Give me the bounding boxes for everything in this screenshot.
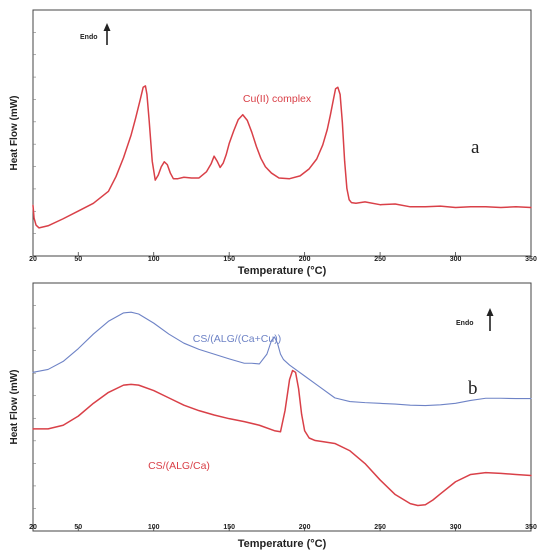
x-tick-label: 200 [299, 256, 311, 263]
x-tick-label: 300 [450, 256, 462, 263]
panel-a-xlabel: Temperature (°C) [238, 265, 327, 277]
panel-a-endo-arrow-icon [103, 23, 111, 45]
panel-b-endo-arrow-icon [486, 308, 494, 331]
panel-b-series-ca-cu-line [32, 311, 532, 407]
x-tick-label: 350 [525, 256, 537, 263]
x-tick-label: 100 [148, 256, 160, 263]
x-tick-label: 300 [450, 524, 462, 531]
x-tick-label: 20 [29, 256, 37, 263]
panel-b-letter: b [468, 378, 478, 399]
panel-b-ylabel: Heat Flow (mW) [9, 370, 20, 445]
panel-a-y-ticks [33, 32, 36, 234]
x-tick-label: 150 [223, 524, 235, 531]
x-tick-label: 200 [299, 524, 311, 531]
x-tick-label: 50 [74, 524, 82, 531]
panel-b-y-ticks [33, 305, 36, 509]
x-tick-label: 50 [74, 256, 82, 263]
x-tick-label: 250 [374, 524, 386, 531]
panel-a-series-label: Cu(II) complex [243, 93, 312, 105]
panel-b-plot-frame [32, 282, 532, 532]
x-tick-label: 250 [374, 256, 386, 263]
panel-b-endo-label: Endo [456, 320, 474, 327]
panel-b-series-label-ca-cu: CS/(ALG/(Ca+Cu)) [193, 333, 281, 345]
x-tick-label: 350 [525, 524, 537, 531]
x-tick-label: 20 [29, 524, 37, 531]
panel-a-letter: a [471, 137, 480, 158]
x-tick-label: 150 [223, 256, 235, 263]
panel-a-series-cu-complex-line [32, 85, 532, 229]
panel-b: Heat Flow (mW) Temperature (°C) Endo CS/… [9, 282, 537, 550]
x-tick-label: 100 [148, 524, 160, 531]
panel-a: Heat Flow (mW) Temperature (°C) Endo Cu(… [9, 9, 537, 277]
panel-b-x-ticks: 20 50 100 150 200 250 300 350 [29, 524, 537, 531]
panel-a-plot-frame [32, 9, 532, 257]
panel-a-x-ticks: 20 50 100 150 200 250 300 350 [29, 252, 537, 263]
panel-a-ylabel: Heat Flow (mW) [9, 96, 20, 171]
panel-b-series-label-ca: CS/(ALG/Ca) [148, 460, 210, 472]
panel-b-series-ca-line [32, 369, 532, 507]
panel-a-endo-label: Endo [80, 34, 98, 41]
panel-b-xlabel: Temperature (°C) [238, 538, 327, 550]
